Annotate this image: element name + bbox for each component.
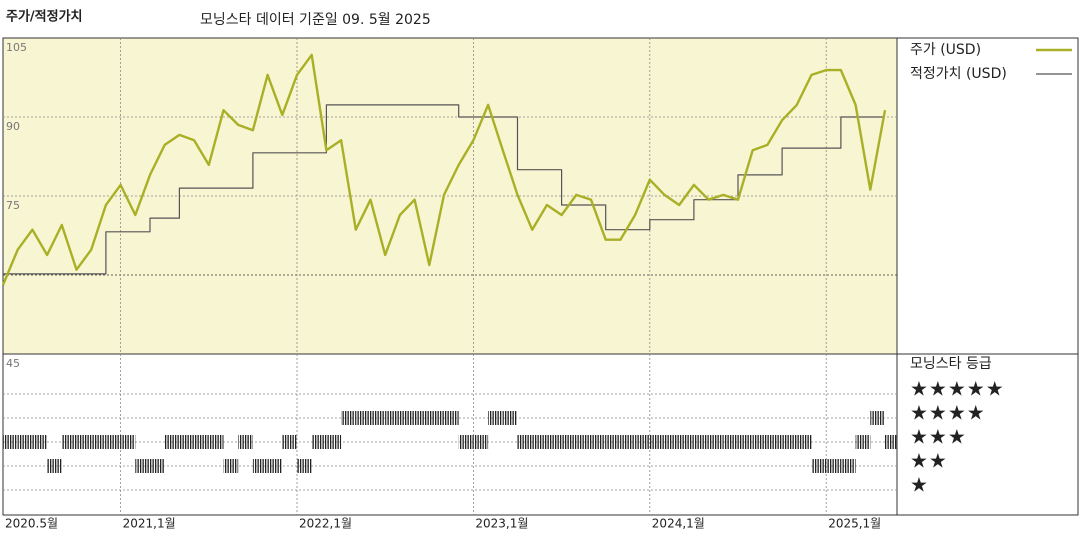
x-tick-label: 2022,1월: [299, 517, 352, 531]
y-tick-label: 90: [6, 120, 20, 133]
y-tick-label: 105: [6, 41, 27, 54]
rating-bar: [238, 435, 253, 449]
rating-bar: [546, 435, 562, 449]
rating-bar: [150, 459, 165, 473]
rating-label: ★★: [910, 449, 948, 473]
rating-bar: [17, 435, 33, 449]
x-tick-label: 2024,1월: [652, 517, 705, 531]
rating-bar: [47, 459, 62, 473]
frame: [2, 37, 1079, 516]
legend-label: 주가 (USD): [910, 42, 981, 58]
rating-bar: [341, 411, 356, 425]
rating-bar: [414, 411, 430, 425]
x-tick-label: 2025,1월: [828, 517, 881, 531]
rating-bar: [76, 435, 92, 449]
rating-bar: [620, 435, 636, 449]
rating-label: ★: [910, 473, 929, 497]
rating-bar: [664, 435, 680, 449]
rating-bar: [738, 435, 753, 449]
rating-bar: [473, 435, 489, 449]
rating-bar: [326, 435, 342, 449]
rating-bar: [693, 435, 709, 449]
x-tick-label: 2020.5월: [5, 517, 58, 531]
rating-bar: [840, 459, 856, 473]
rating-bar: [767, 435, 783, 449]
rating-bar: [561, 435, 577, 449]
rating-bar: [120, 435, 136, 449]
rating-label: ★★★★: [910, 401, 986, 425]
rating-bar: [370, 411, 386, 425]
rating-bar: [885, 435, 897, 449]
y-tick-label: 45: [6, 357, 20, 370]
plot-background: [3, 38, 897, 354]
rating-title: 모닝스타 등급: [910, 356, 992, 372]
rating-bar: [429, 411, 444, 425]
rating-bar: [311, 435, 327, 449]
chart-title: 주가/적정가치: [6, 9, 83, 25]
chart-subtitle: 모닝스타 데이터 기준일 09. 5월 2025: [200, 12, 431, 28]
rating-bar: [488, 411, 503, 425]
rating-label: ★★★: [910, 425, 967, 449]
rating-bar: [3, 435, 18, 449]
y-tick-label: 75: [6, 199, 20, 212]
rating-bar: [91, 435, 106, 449]
rating-bar: [870, 411, 885, 425]
rating-bar: [208, 435, 224, 449]
rating-bar: [399, 411, 415, 425]
series-line: [1, 53, 887, 286]
rating-bar: [194, 435, 209, 449]
rating-bar: [458, 435, 474, 449]
rating-bar: [635, 435, 650, 449]
x-tick-label: 2021,1월: [123, 517, 176, 531]
rating-bar: [532, 435, 547, 449]
rating-bar: [61, 435, 77, 449]
rating-bar: [164, 435, 180, 449]
rating-bar: [179, 435, 195, 449]
rating-bar: [782, 435, 797, 449]
rating-bar: [649, 435, 665, 449]
rating-bar: [796, 435, 812, 449]
rating-bar: [826, 459, 841, 473]
rating-bar: [811, 459, 827, 473]
rating-bar: [752, 435, 768, 449]
rating-label: ★★★★★: [910, 377, 1005, 401]
rating-bar: [252, 459, 268, 473]
rating-bar: [576, 435, 591, 449]
rating-bar: [517, 435, 533, 449]
rating-bar: [591, 435, 606, 449]
rating-bar: [267, 459, 283, 473]
rating-bar: [679, 435, 694, 449]
rating-bar: [605, 435, 621, 449]
rating-bar: [105, 435, 121, 449]
rating-bar: [723, 435, 738, 449]
rating-bar: [282, 435, 297, 449]
legend-label: 적정가치 (USD): [910, 66, 1007, 82]
rating-bar: [32, 435, 48, 449]
series-line: [3, 104, 885, 275]
rating-bar: [385, 411, 400, 425]
rating-bar: [708, 435, 724, 449]
rating-bar: [855, 435, 871, 449]
rating-bar: [297, 459, 312, 473]
rating-bar: [444, 411, 459, 425]
rating-bar: [355, 411, 371, 425]
rating-bar: [223, 459, 239, 473]
rating-bar: [502, 411, 518, 425]
x-tick-label: 2023,1월: [475, 517, 528, 531]
rating-bar: [135, 459, 150, 473]
